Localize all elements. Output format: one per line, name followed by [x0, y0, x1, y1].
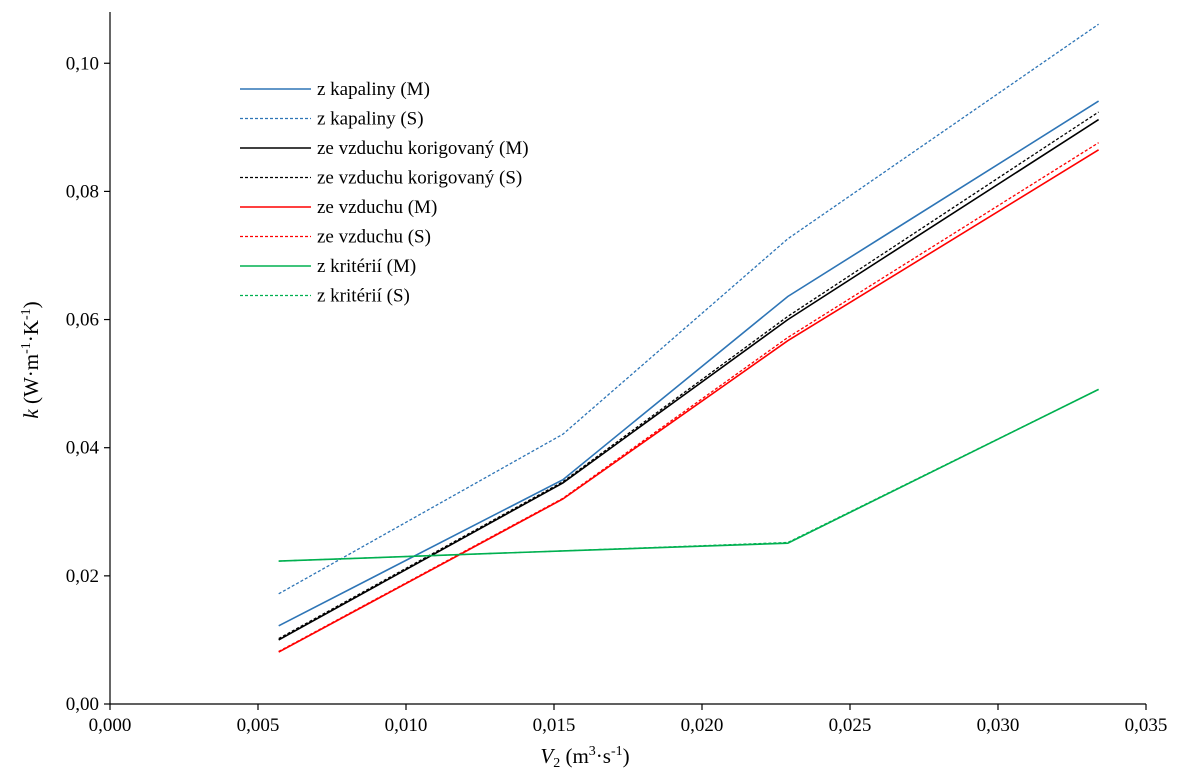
x-axis-label: V2 (m3·s-1) [540, 744, 629, 771]
x-tick-label: 0,010 [385, 715, 428, 736]
series-line [278, 100, 1100, 627]
y-tick-label: 0,04 [66, 438, 100, 459]
series-line [278, 111, 1099, 640]
series-lines [278, 23, 1100, 653]
y-tick-label: 0,08 [66, 181, 99, 202]
legend-label: ze vzduchu korigovaný (M) [317, 138, 529, 159]
x-tick-label: 0,030 [977, 715, 1020, 736]
x-tick-label: 0,035 [1125, 715, 1168, 736]
series-line [278, 388, 1099, 562]
x-tick-label: 0,005 [237, 715, 280, 736]
legend-label: z kapaliny (S) [317, 109, 424, 130]
x-tick-label: 0,025 [829, 715, 872, 736]
legend-label: ze vzduchu (S) [317, 227, 431, 248]
series-line [278, 149, 1100, 653]
series-line [278, 23, 1099, 595]
y-tick-label: 0,00 [66, 694, 99, 715]
y-tick-label: 0,02 [66, 566, 99, 587]
axes [109, 12, 1146, 705]
series-line [278, 388, 1099, 562]
legend: z kapaliny (M) z kapaliny (S) ze vzduchu k… [240, 79, 529, 307]
series-line [278, 118, 1100, 641]
legend-label: z kritérií (S) [317, 286, 410, 307]
x-tick-label: 0,015 [533, 715, 576, 736]
y-tick-label: 0,06 [66, 310, 99, 331]
legend-label: z kritérií (M) [317, 256, 416, 277]
tick-labels: 0,000 0,005 0,010 0,015 0,020 0,025 0,030 0,035… [66, 53, 1168, 736]
x-tick-label: 0,020 [681, 715, 724, 736]
y-tick-label: 0,10 [66, 53, 99, 74]
x-tick-label: 0,000 [89, 715, 132, 736]
legend-label: ze vzduchu (M) [317, 197, 437, 218]
legend-label: ze vzduchu korigovaný (S) [317, 168, 522, 189]
y-axis-label: k (W·m-1·K-1) [19, 301, 43, 418]
series-line [278, 142, 1099, 653]
legend-label: z kapaliny (M) [317, 79, 430, 100]
